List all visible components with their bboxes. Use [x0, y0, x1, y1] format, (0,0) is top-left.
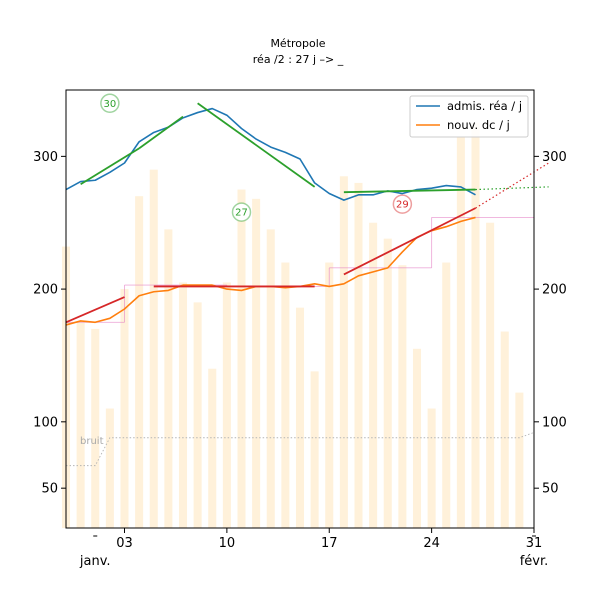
bar-2021-01-04	[135, 196, 144, 528]
series-line-0	[65, 107, 476, 201]
x-tick-label-24: 24	[423, 536, 440, 551]
fit-line-green-0	[80, 147, 140, 186]
bar-2021-01-18	[339, 176, 348, 529]
axes-layer: 50 50 100 100 200 200 300 300 03 10 17 24 31 janv. fév…	[33, 89, 567, 569]
bar-2021-01-17	[325, 262, 334, 528]
y-tick-label-left-200: 200	[33, 283, 58, 298]
bar-2021-01-11	[237, 189, 246, 528]
x-tick-label-17: 17	[321, 536, 338, 551]
bar-2021-01-19	[354, 182, 363, 528]
x-tick-label-10: 10	[219, 536, 236, 551]
bar-2021-01-08	[193, 302, 202, 528]
x-month-label-2021-02-01: févr.	[520, 554, 549, 569]
bar-2021-01-10	[222, 282, 231, 528]
y-tick-label-left-100: 100	[33, 415, 58, 430]
fit-line-green-1	[138, 115, 184, 150]
bar-2021-01-14	[281, 262, 290, 528]
plot-frame	[65, 89, 535, 529]
bars-layer	[61, 123, 524, 529]
legend-label-admissions: admis. réa / j	[447, 99, 522, 113]
bar-2020-12-31	[76, 322, 85, 528]
fit-line-green-4	[475, 186, 549, 191]
fit-line-green-3	[343, 188, 476, 194]
fit-lines-layer	[65, 102, 549, 324]
fit-line-red-7	[343, 207, 476, 276]
legend: admis. réa / j nouv. dc / j	[409, 95, 529, 138]
bar-2021-01-27	[471, 123, 480, 528]
bar-2021-01-13	[266, 229, 275, 528]
y-tick-label-right-200: 200	[542, 283, 567, 298]
bar-2021-01-29	[500, 331, 509, 528]
y-tick-label-left-300: 300	[33, 150, 58, 165]
bar-2021-01-15	[295, 307, 305, 528]
bubble-label-0: 30	[104, 99, 117, 110]
noise-label: bruit	[80, 436, 104, 447]
bubble-1	[231, 202, 252, 222]
noise-line	[66, 432, 535, 467]
bar-2021-01-12	[252, 198, 261, 528]
fit-line-red-5	[65, 296, 125, 324]
bar-2021-01-24	[427, 408, 436, 528]
bar-2021-01-20	[369, 222, 378, 528]
bubbles-layer: 30 27 29	[100, 93, 413, 222]
bar-2021-01-06	[164, 229, 173, 528]
bubble-label-2: 29	[396, 200, 409, 211]
bar-2021-01-07	[178, 282, 188, 528]
bar-2021-01-26	[456, 136, 465, 529]
bar-2021-01-28	[486, 222, 495, 528]
y-tick-label-right-50: 50	[542, 482, 559, 497]
bar-2021-01-09	[208, 368, 217, 528]
legend-label-deaths: nouv. dc / j	[447, 118, 510, 132]
x-tick-label-31: 31	[526, 536, 543, 551]
bar-2021-01-01	[91, 328, 100, 528]
bar-2021-01-16	[310, 371, 319, 528]
bubble-label-1: 27	[235, 208, 248, 219]
chart-title: Métropole	[270, 37, 325, 50]
chart-subtitle: réa /2 : 27 j –> _	[253, 53, 344, 66]
bubble-0	[100, 93, 120, 114]
x-month-label-2021-01-01: janv.	[79, 554, 111, 569]
y-tick-label-right-100: 100	[542, 415, 567, 430]
x-tick-label-03: 03	[116, 536, 133, 551]
bar-2021-01-02	[105, 408, 114, 528]
bar-2021-01-21	[383, 238, 392, 528]
bar-2021-01-23	[412, 348, 422, 528]
bar-2021-01-25	[442, 262, 451, 528]
bar-2021-01-30	[515, 392, 524, 528]
bubble-2	[392, 194, 413, 214]
bar-2021-01-22	[398, 265, 407, 528]
bar-2021-01-03	[120, 289, 129, 528]
fit-line-green-2	[197, 102, 316, 188]
bar-2021-01-05	[149, 169, 158, 529]
noise-layer: bruit	[66, 432, 535, 467]
y-tick-label-left-50: 50	[41, 482, 58, 497]
y-tick-label-right-300: 300	[542, 150, 567, 165]
